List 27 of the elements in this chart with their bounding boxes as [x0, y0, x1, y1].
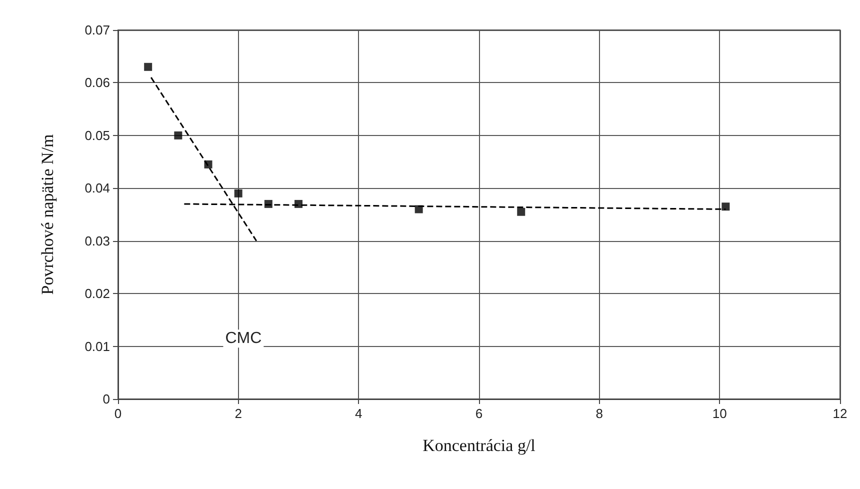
y-tick-label: 0.06	[84, 75, 110, 90]
point	[294, 200, 302, 208]
y-tick-label: 0.02	[84, 286, 110, 302]
x-tick-label: 8	[596, 406, 603, 421]
y-tick-label: 0.04	[84, 180, 110, 196]
y-tick-label: 0	[102, 392, 110, 406]
point	[234, 189, 242, 198]
x-tick-label: 0	[114, 406, 122, 421]
y-tick-label: 0.05	[84, 128, 110, 143]
y-axis-title: Povrchové napätie N/m	[38, 134, 57, 295]
x-tick-label: 2	[234, 406, 242, 421]
y-tick-label: 0.07	[84, 22, 110, 38]
x-tick-label: 4	[355, 406, 362, 421]
x-tick-label: 12	[832, 406, 848, 421]
x-tick-label: 6	[475, 406, 483, 421]
y-tick-label: 0.01	[84, 338, 110, 354]
point	[144, 62, 152, 71]
annotation: CMC	[225, 330, 262, 348]
point	[204, 160, 212, 168]
y-tick-label: 0.03	[84, 233, 110, 248]
x-tick-label: 10	[712, 406, 727, 421]
x-axis-title: Koncentrácia g/l	[422, 436, 536, 455]
point	[414, 205, 423, 214]
point	[264, 200, 272, 208]
point	[174, 131, 182, 140]
point	[517, 208, 526, 216]
point	[722, 202, 730, 211]
